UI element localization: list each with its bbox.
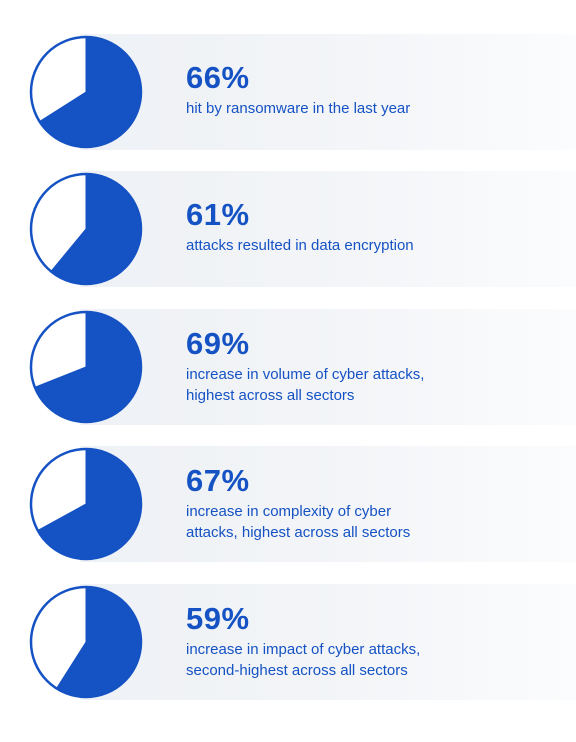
pie-slice [37, 448, 142, 560]
stat-row: 61% attacks resulted in data encryption [0, 171, 576, 287]
stat-value: 59% [186, 601, 250, 636]
stat-row: 59% increase in impact of cyber attacks,… [0, 584, 576, 700]
stat-description: increase in impact of cyber attacks, sec… [186, 641, 421, 679]
stat-text: 61% attacks resulted in data encryption [186, 197, 566, 256]
pie-slice [55, 586, 142, 698]
stat-row: 69% increase in volume of cyber attacks,… [0, 309, 576, 425]
stat-value: 69% [186, 326, 250, 361]
pie-chart [29, 35, 143, 149]
stat-description: attacks resulted in data encryption [186, 237, 414, 254]
stat-text: 67% increase in complexity of cyber atta… [186, 463, 566, 543]
stat-text: 69% increase in volume of cyber attacks,… [186, 326, 566, 406]
stat-band [80, 34, 576, 150]
stat-value: 66% [186, 60, 250, 95]
stat-description: increase in volume of cyber attacks, hig… [186, 366, 425, 404]
stat-value: 67% [186, 463, 250, 498]
stat-value: 61% [186, 197, 250, 232]
stat-band [80, 446, 576, 562]
pie-chart [29, 172, 143, 286]
pie-chart [29, 447, 143, 561]
pie-slice [34, 311, 142, 423]
stat-band [80, 309, 576, 425]
pie-slice [38, 36, 142, 148]
stat-description: increase in complexity of cyber attacks,… [186, 503, 411, 541]
stat-text: 59% increase in impact of cyber attacks,… [186, 601, 566, 681]
pie-slice [50, 173, 142, 285]
stat-band [80, 171, 576, 287]
pie-chart [29, 310, 143, 424]
stat-row: 67% increase in complexity of cyber atta… [0, 446, 576, 562]
stat-band [80, 584, 576, 700]
stat-row: 66% hit by ransomware in the last year [0, 34, 576, 150]
pie-chart [29, 585, 143, 699]
stat-text: 66% hit by ransomware in the last year [186, 60, 566, 119]
stat-description: hit by ransomware in the last year [186, 100, 411, 117]
